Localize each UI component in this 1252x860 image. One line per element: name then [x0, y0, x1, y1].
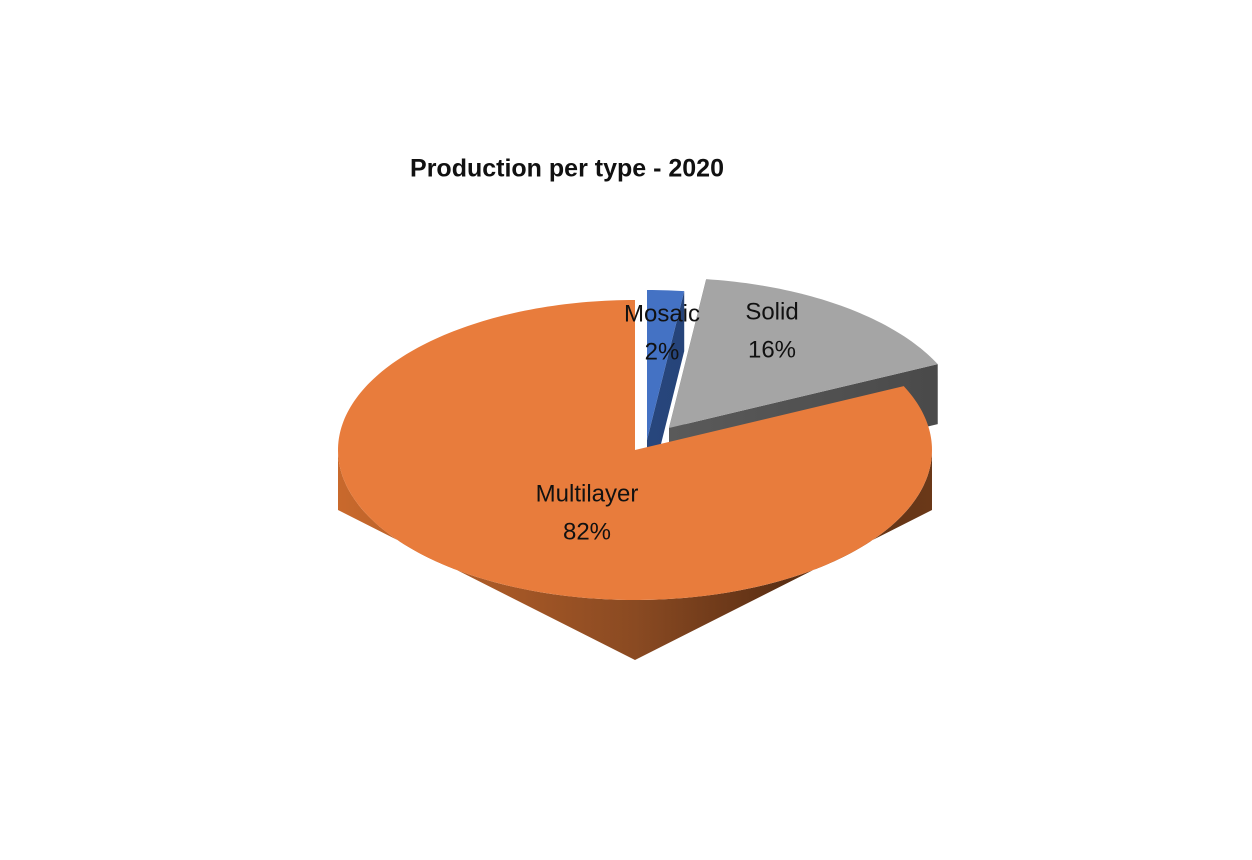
slice-value-label: 16%	[748, 336, 796, 363]
slice-value-label: 2%	[645, 338, 680, 365]
slice	[338, 300, 932, 660]
slice-top	[338, 300, 932, 600]
slice-side	[338, 450, 932, 660]
slice-top	[669, 279, 938, 428]
slice-value-label: 82%	[563, 518, 611, 545]
slice-label: Mosaic	[624, 300, 700, 327]
slice-label: Multilayer	[536, 480, 639, 507]
slice-top	[647, 290, 685, 440]
chart-title: Production per type - 2020	[410, 155, 724, 183]
slice-label: Solid	[745, 298, 798, 325]
